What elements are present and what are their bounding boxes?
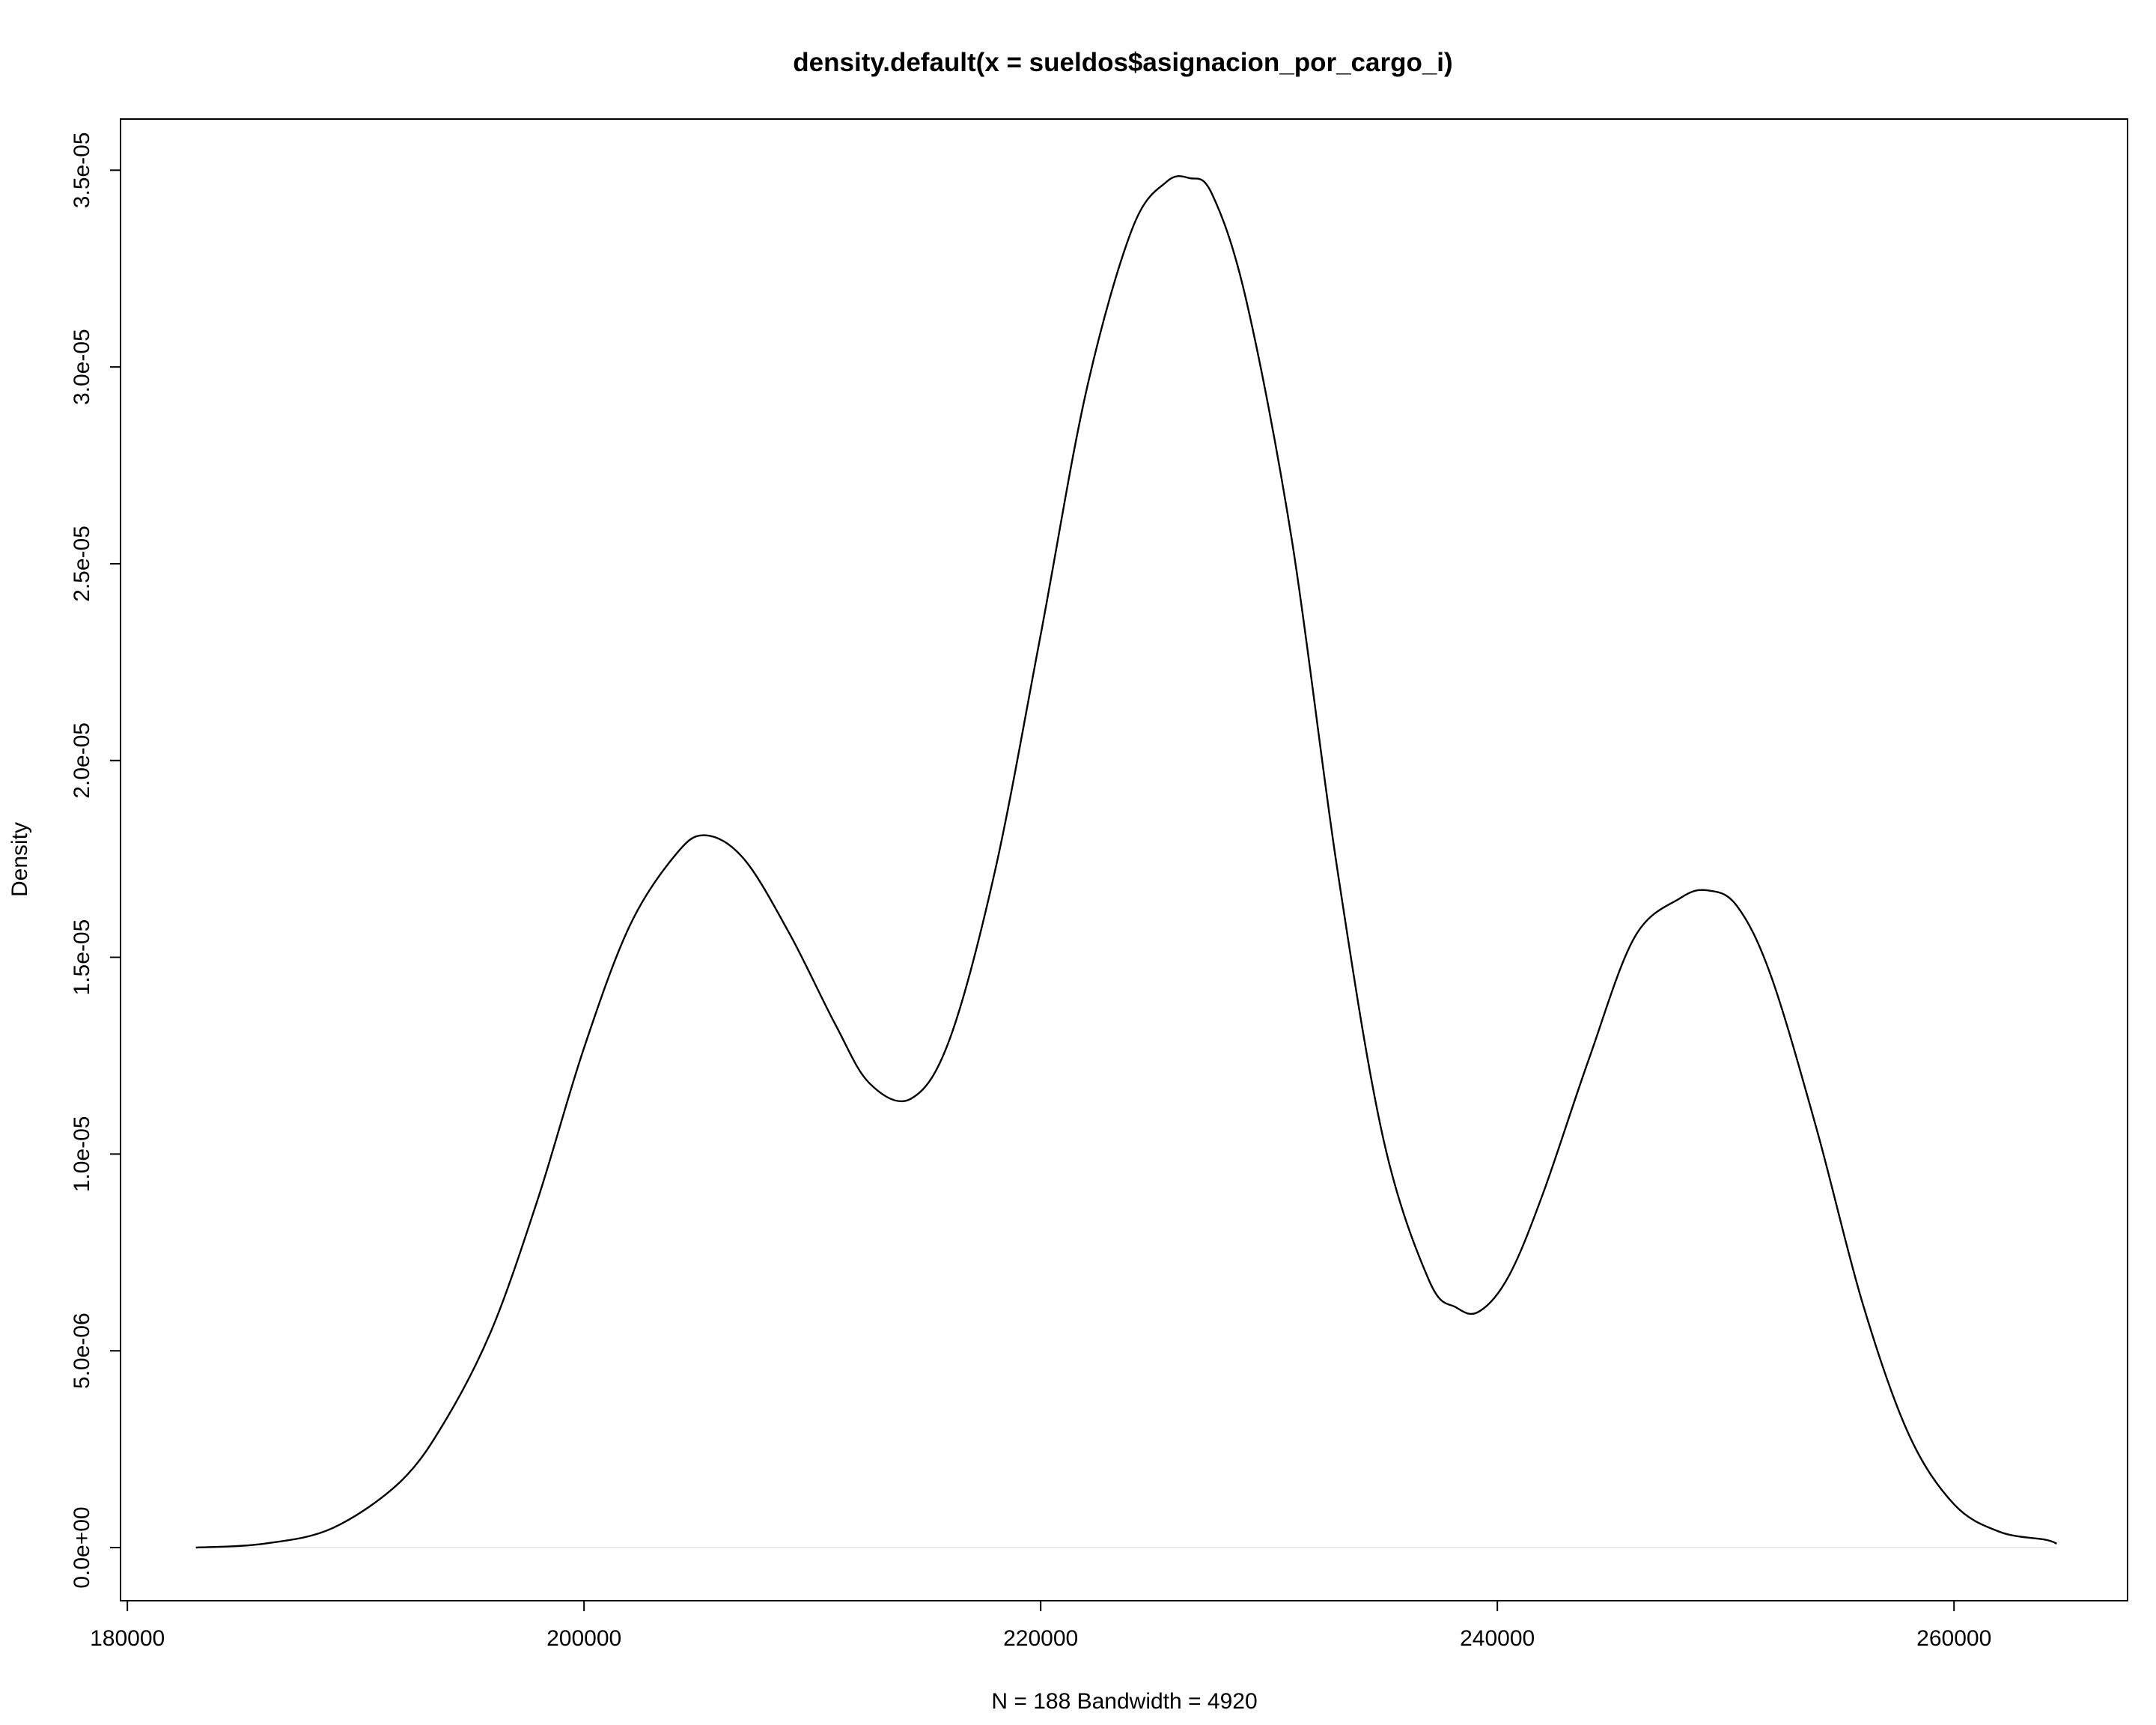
x-tick-label: 260000 — [1916, 1626, 1991, 1651]
y-tick-label: 2.0e-05 — [70, 722, 94, 799]
y-tick-label: 5.0e-06 — [70, 1312, 94, 1389]
y-tick-label: 1.0e-05 — [70, 1116, 94, 1193]
x-tick-label: 200000 — [546, 1626, 621, 1651]
x-tick-label: 240000 — [1460, 1626, 1535, 1651]
density-curve — [195, 175, 2057, 1549]
y-tick-label: 0.0e+00 — [70, 1506, 94, 1588]
x-axis-label: N = 188 Bandwidth = 4920 — [991, 1689, 1257, 1714]
y-tick-label: 3.0e-05 — [70, 329, 94, 405]
x-axis: 180000 200000 220000 240000 260000 — [90, 1600, 1991, 1651]
y-tick-label: 3.5e-05 — [70, 132, 94, 208]
x-tick-label: 180000 — [90, 1626, 165, 1651]
chart-title: density.default(x = sueldos$asignacion_p… — [793, 48, 1452, 77]
y-tick-label: 2.5e-05 — [70, 526, 94, 602]
plot-frame — [120, 118, 2128, 1601]
y-axis: 0.0e+00 5.0e-06 1.0e-05 1.5e-05 2.0e-05 2.5e-… — [70, 132, 121, 1589]
x-tick-label: 220000 — [1003, 1626, 1078, 1651]
y-axis-label: Density — [7, 822, 32, 897]
y-tick-label: 1.5e-05 — [70, 919, 94, 996]
